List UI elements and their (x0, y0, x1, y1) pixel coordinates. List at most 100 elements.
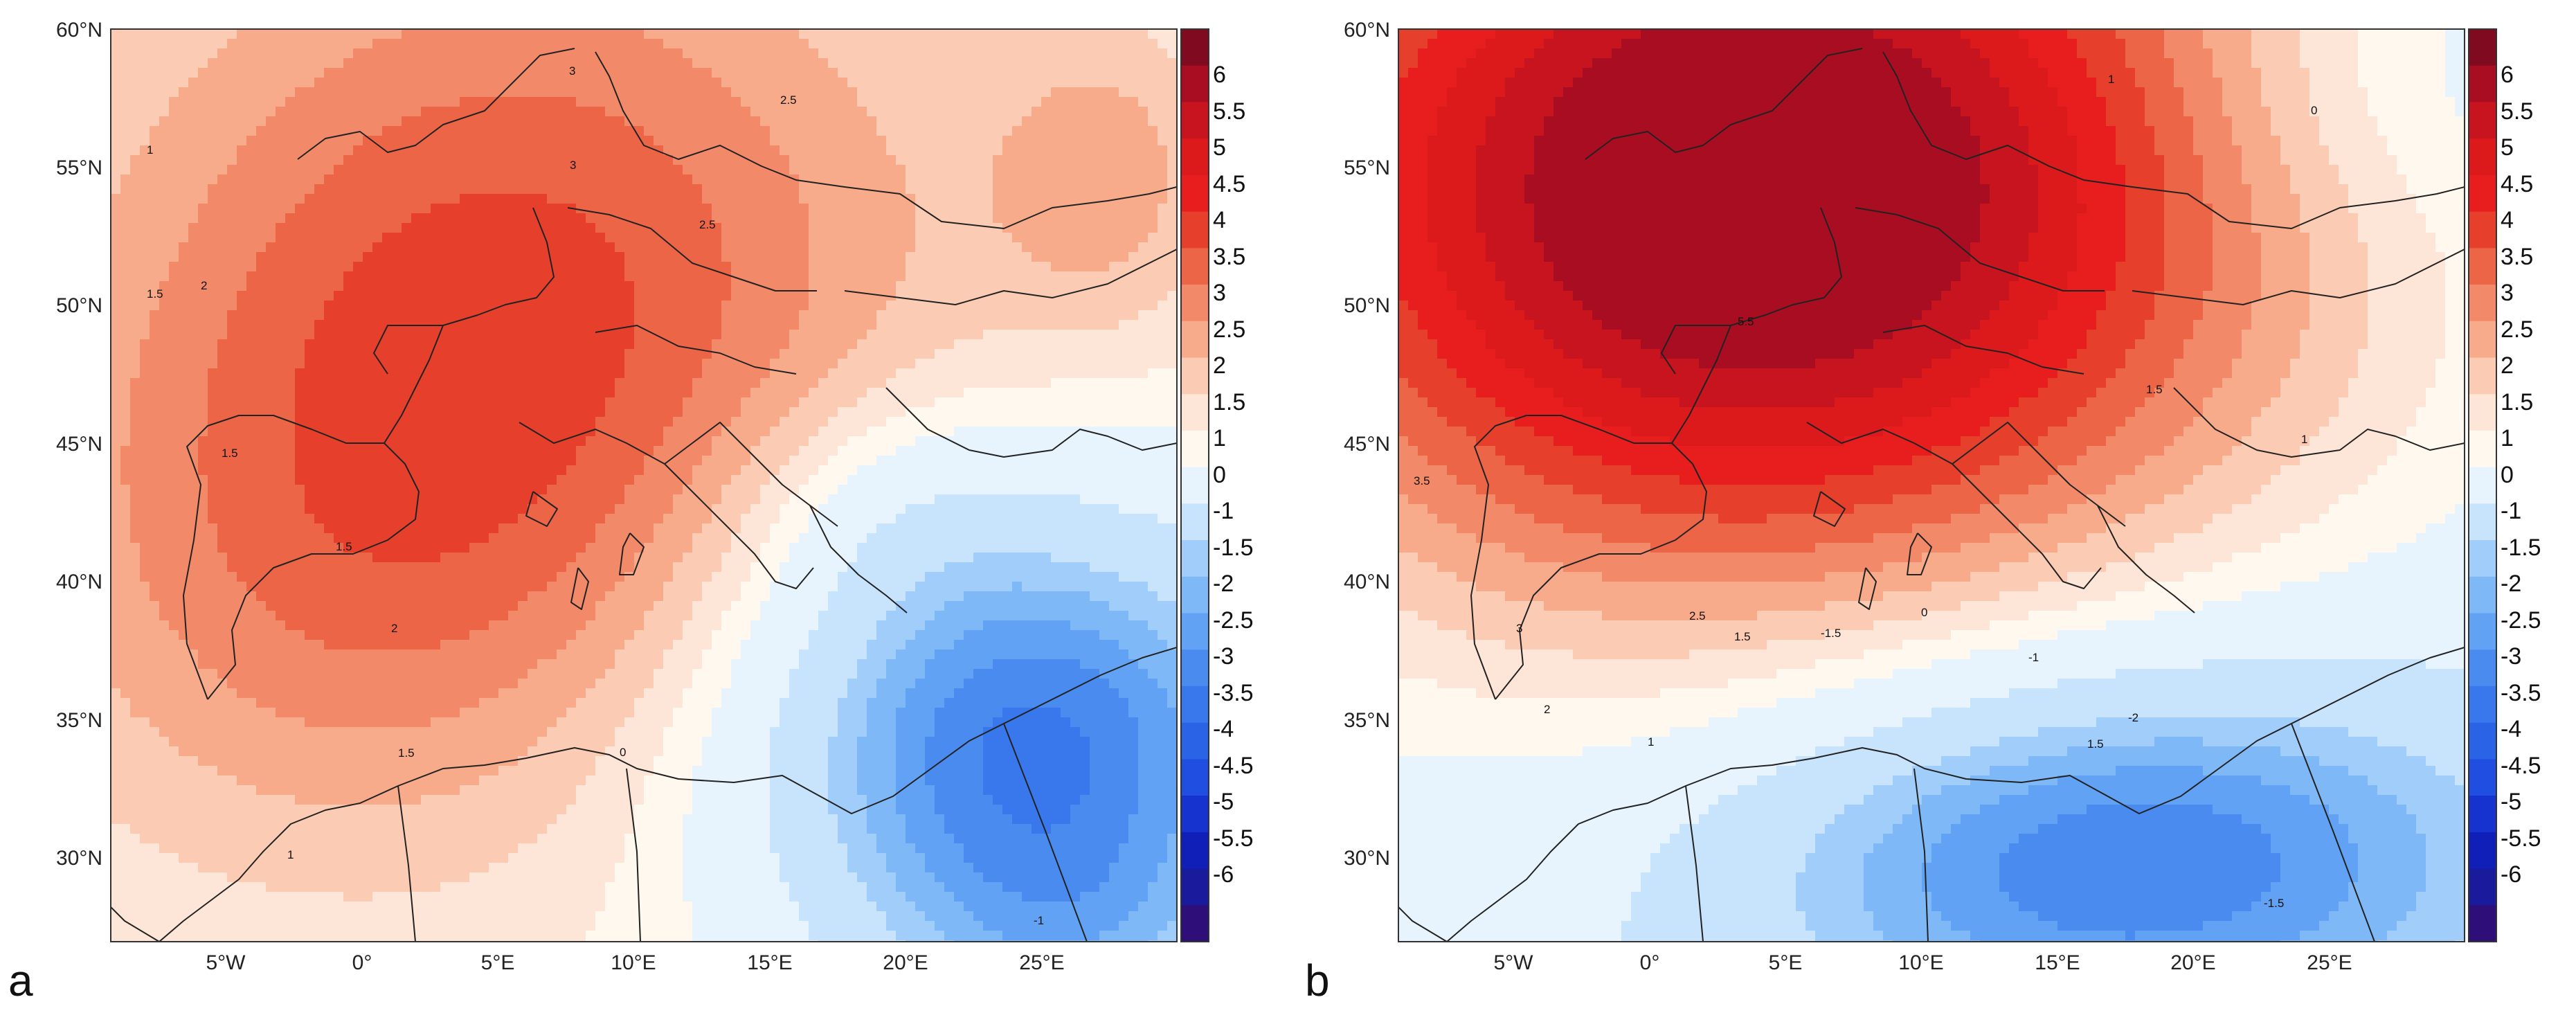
field-cell (305, 388, 315, 398)
field-cell (721, 48, 732, 59)
field-cell (411, 174, 422, 185)
field-cell (644, 87, 654, 98)
field-cell (605, 165, 615, 175)
field-cell (1148, 330, 1158, 340)
field-cell (305, 194, 315, 204)
field-cell (1090, 339, 1100, 350)
field-cell (624, 233, 635, 243)
field-cell (1167, 213, 1177, 224)
field-cell (217, 310, 228, 321)
field-cell (624, 68, 635, 78)
field-cell (266, 330, 276, 340)
field-cell (353, 136, 363, 146)
field-cell (1002, 165, 1013, 175)
field-cell (1070, 310, 1081, 321)
field-cell (188, 68, 199, 78)
field-cell (654, 155, 664, 165)
field-cell (140, 136, 150, 146)
field-cell (150, 339, 160, 350)
field-cell (411, 126, 422, 136)
field-cell (1002, 252, 1013, 262)
field-cell (237, 126, 247, 136)
field-cell (217, 339, 228, 350)
field-cell (1109, 155, 1119, 165)
field-cell (198, 145, 208, 156)
field-cell (198, 48, 208, 59)
field-cell (343, 58, 354, 69)
field-cell (431, 29, 441, 39)
field-cell (1032, 330, 1042, 340)
field-cell (915, 368, 926, 379)
field-cell (130, 378, 141, 388)
field-cell (460, 378, 470, 388)
field-cell (266, 68, 276, 78)
field-cell (973, 271, 984, 282)
field-cell (983, 116, 993, 127)
field-cell (857, 339, 867, 350)
field-cell (760, 310, 771, 321)
field-cell (1032, 145, 1042, 156)
field-cell (1051, 29, 1061, 39)
field-cell (915, 78, 926, 88)
field-cell (295, 271, 305, 282)
field-cell (586, 436, 596, 447)
field-cell (1128, 155, 1139, 165)
field-cell (217, 465, 228, 476)
field-cell (683, 330, 693, 340)
field-cell (130, 58, 141, 69)
field-cell (1051, 339, 1061, 350)
field-cell (993, 126, 1003, 136)
field-cell (973, 252, 984, 262)
field-cell (479, 116, 489, 127)
field-cell (1061, 456, 1071, 466)
field-cell (150, 204, 160, 214)
field-cell (343, 291, 354, 301)
field-cell (159, 213, 170, 224)
field-cell (363, 174, 373, 185)
field-cell (508, 223, 519, 233)
field-cell (498, 233, 509, 243)
field-cell (557, 223, 567, 233)
field-cell (372, 213, 383, 224)
field-cell (469, 368, 480, 379)
field-cell (450, 271, 460, 282)
field-cell (169, 145, 179, 156)
field-cell (1070, 116, 1081, 127)
field-cell (993, 136, 1003, 146)
field-cell (140, 78, 150, 88)
field-cell (372, 397, 383, 408)
field-cell (489, 436, 499, 447)
field-cell (111, 145, 121, 156)
field-cell (421, 48, 431, 59)
field-cell (799, 78, 809, 88)
field-cell (411, 446, 422, 456)
field-cell (489, 223, 499, 233)
field-cell (847, 339, 858, 350)
field-cell (683, 301, 693, 311)
field-cell (624, 320, 635, 330)
field-cell (1051, 281, 1061, 292)
field-cell (421, 145, 431, 156)
field-cell (237, 368, 247, 379)
field-cell (857, 174, 867, 185)
field-cell (721, 310, 732, 321)
field-cell (983, 29, 993, 39)
field-cell (198, 116, 208, 127)
field-cell (140, 368, 150, 379)
field-cell (1119, 48, 1129, 59)
field-cell (411, 339, 422, 350)
field-cell (944, 165, 955, 175)
field-cell (285, 184, 296, 195)
field-cell (741, 87, 751, 98)
field-cell (1167, 291, 1177, 301)
field-cell (673, 126, 683, 136)
field-cell (1109, 436, 1119, 447)
field-cell (1158, 446, 1168, 456)
field-cell (305, 407, 315, 418)
field-cell (1022, 368, 1032, 379)
field-cell (421, 68, 431, 78)
field-cell (838, 204, 848, 214)
field-cell (1012, 301, 1023, 311)
field-cell (324, 310, 334, 321)
field-cell (130, 359, 141, 369)
